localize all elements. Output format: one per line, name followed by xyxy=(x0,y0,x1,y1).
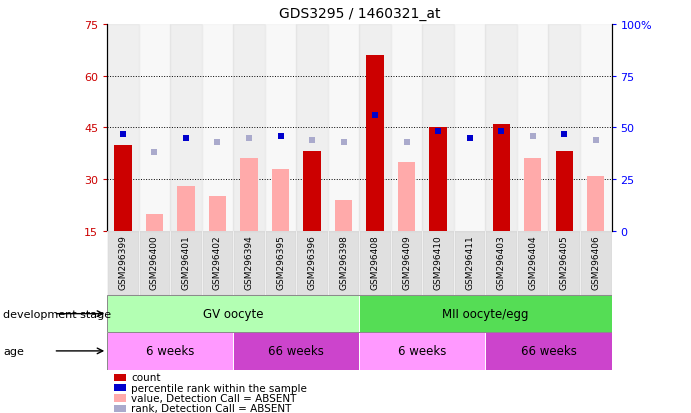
Bar xyxy=(549,231,580,295)
Bar xyxy=(328,231,359,295)
Bar xyxy=(524,159,541,231)
Title: GDS3295 / 1460321_at: GDS3295 / 1460321_at xyxy=(278,7,440,21)
Bar xyxy=(107,25,139,231)
Bar xyxy=(391,231,422,295)
Bar xyxy=(202,25,233,231)
Bar xyxy=(170,231,202,295)
Text: count: count xyxy=(131,373,161,382)
Bar xyxy=(454,231,485,295)
Text: GSM296408: GSM296408 xyxy=(370,235,379,289)
Bar xyxy=(517,25,549,231)
Bar xyxy=(233,25,265,231)
Bar xyxy=(178,187,195,231)
Text: GSM296394: GSM296394 xyxy=(245,235,254,289)
Text: 6 weeks: 6 weeks xyxy=(398,344,446,358)
Text: GSM296410: GSM296410 xyxy=(434,235,443,289)
Text: GSM296411: GSM296411 xyxy=(465,235,474,289)
Text: value, Detection Call = ABSENT: value, Detection Call = ABSENT xyxy=(131,393,296,403)
Bar xyxy=(422,231,454,295)
Bar xyxy=(359,25,391,231)
Bar xyxy=(114,145,131,231)
Bar xyxy=(328,25,359,231)
Bar xyxy=(107,295,359,332)
Text: GSM296409: GSM296409 xyxy=(402,235,411,289)
Bar xyxy=(233,231,265,295)
Text: GSM296401: GSM296401 xyxy=(182,235,191,289)
Text: GSM296395: GSM296395 xyxy=(276,235,285,289)
Bar xyxy=(335,200,352,231)
Bar xyxy=(580,25,612,231)
Bar xyxy=(485,332,612,370)
Text: 6 weeks: 6 weeks xyxy=(146,344,194,358)
Text: GSM296405: GSM296405 xyxy=(560,235,569,289)
Text: GSM296400: GSM296400 xyxy=(150,235,159,289)
Text: GSM296399: GSM296399 xyxy=(118,235,127,289)
Bar xyxy=(556,152,573,231)
Text: GSM296396: GSM296396 xyxy=(307,235,316,289)
Bar xyxy=(265,25,296,231)
Bar xyxy=(170,25,202,231)
Text: development stage: development stage xyxy=(3,309,111,319)
Bar xyxy=(139,231,170,295)
Text: MII oocyte/egg: MII oocyte/egg xyxy=(442,307,529,320)
Bar xyxy=(359,231,391,295)
Bar xyxy=(359,332,485,370)
Bar xyxy=(296,231,328,295)
Bar xyxy=(422,25,454,231)
Bar xyxy=(240,159,258,231)
Bar xyxy=(272,169,289,231)
Bar xyxy=(233,332,359,370)
Bar xyxy=(549,25,580,231)
Bar xyxy=(485,231,517,295)
Text: GSM296403: GSM296403 xyxy=(497,235,506,289)
Bar xyxy=(485,25,517,231)
Bar xyxy=(107,332,233,370)
Bar xyxy=(454,25,485,231)
Bar xyxy=(209,197,226,231)
Text: percentile rank within the sample: percentile rank within the sample xyxy=(131,383,307,393)
Bar xyxy=(139,25,170,231)
Bar xyxy=(430,128,447,231)
Text: GSM296398: GSM296398 xyxy=(339,235,348,289)
Text: GSM296402: GSM296402 xyxy=(213,235,222,289)
Text: GSM296404: GSM296404 xyxy=(528,235,537,289)
Bar xyxy=(303,152,321,231)
Bar xyxy=(296,25,328,231)
Bar xyxy=(146,214,163,231)
Text: age: age xyxy=(3,346,24,356)
Text: rank, Detection Call = ABSENT: rank, Detection Call = ABSENT xyxy=(131,404,292,413)
Bar xyxy=(366,56,384,231)
Bar xyxy=(517,231,549,295)
Bar xyxy=(391,25,422,231)
Text: 66 weeks: 66 weeks xyxy=(520,344,576,358)
Bar xyxy=(265,231,296,295)
Bar xyxy=(587,176,605,231)
Text: GSM296406: GSM296406 xyxy=(591,235,600,289)
Text: 66 weeks: 66 weeks xyxy=(268,344,324,358)
Bar xyxy=(202,231,233,295)
Bar xyxy=(359,295,612,332)
Bar xyxy=(493,125,510,231)
Text: GV oocyte: GV oocyte xyxy=(203,307,263,320)
Bar xyxy=(580,231,612,295)
Bar xyxy=(107,231,139,295)
Bar xyxy=(398,162,415,231)
